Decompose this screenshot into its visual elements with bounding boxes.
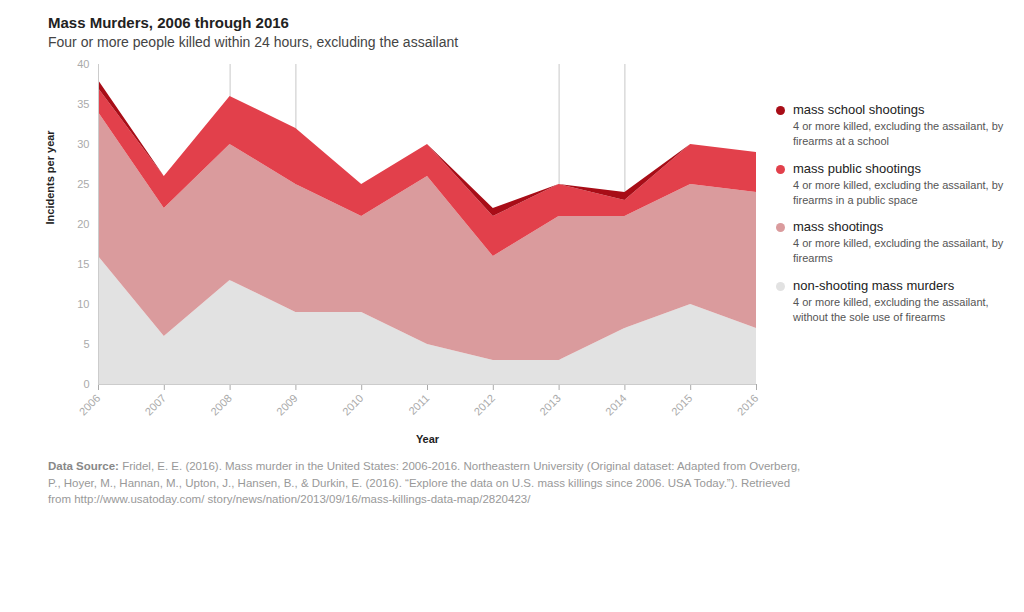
svg-text:Incidents per year: Incidents per year: [44, 130, 56, 225]
svg-text:2010: 2010: [340, 392, 366, 418]
html-text:non-shooting mass murders: non-shooting mass murders: [793, 278, 955, 294]
html-text:4 or more killed, excluding th: 4 or more killed, excluding the assailan…: [793, 296, 989, 323]
svg-text:2013: 2013: [537, 392, 563, 418]
svg-text:5: 5: [83, 338, 89, 350]
html-text:mass school shootings: mass school shootings: [793, 102, 925, 117]
html-text:mass public shootings: mass public shootings: [793, 160, 921, 176]
svg-text:40: 40: [77, 58, 89, 70]
html-text:Four or more people killed wit: Four or more people killed within 24 hou…: [48, 34, 459, 50]
html-text:4 or more killed, excluding th: 4 or more killed, excluding the assailan…: [793, 120, 1004, 147]
svg-text:25: 25: [77, 178, 89, 190]
svg-text:20: 20: [77, 218, 89, 230]
svg-text:2015: 2015: [669, 392, 695, 418]
svg-text:15: 15: [77, 258, 89, 270]
svg-text:10: 10: [77, 298, 89, 310]
svg-text:35: 35: [77, 98, 89, 110]
svg-text:2008: 2008: [208, 392, 234, 418]
html-text:Mass Murders, 2006 through 201: Mass Murders, 2006 through 2016: [48, 14, 289, 31]
svg-text:2006: 2006: [77, 392, 103, 418]
svg-text:2014: 2014: [603, 392, 629, 418]
svg-text:2016: 2016: [735, 392, 761, 418]
html-text:4 or more killed, excluding th: 4 or more killed, excluding the assailan…: [793, 237, 1004, 265]
svg-text:Year: Year: [416, 433, 440, 445]
svg-text:30: 30: [77, 138, 89, 150]
html-text:4 or more killed, excluding th: 4 or more killed, excluding the assailan…: [793, 178, 1004, 206]
svg-text:2012: 2012: [471, 392, 497, 418]
html-text:Data Source: Fridel, E. E. (20: Data Source: Fridel, E. E. (2016). Mass …: [48, 460, 801, 506]
html-text:mass shootings: mass shootings: [793, 219, 884, 235]
svg-text:2007: 2007: [142, 392, 168, 418]
svg-text:0: 0: [83, 378, 89, 390]
svg-text:2011: 2011: [406, 392, 431, 417]
svg-text:2009: 2009: [274, 392, 300, 418]
